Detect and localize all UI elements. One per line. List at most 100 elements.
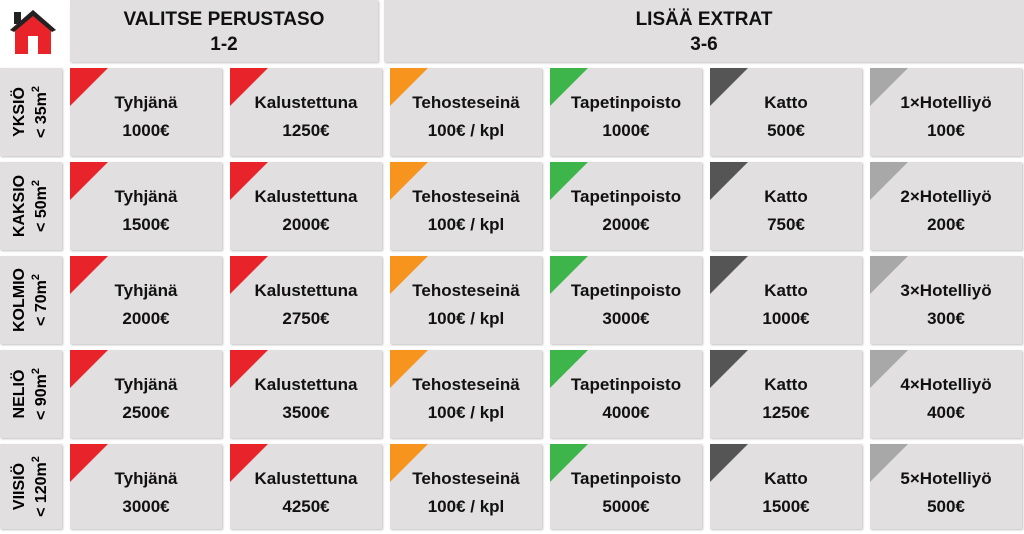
item-price: 5000€	[602, 497, 650, 516]
item-name: 5×Hotelliyö	[900, 469, 992, 488]
item-price: 100€	[927, 121, 965, 140]
item-name: Tyhjänä	[114, 375, 178, 394]
price-cell: Katto 750€	[710, 162, 862, 250]
row-label-svg: KOLMIO < 70m2	[11, 268, 50, 332]
row-label: NELIÖ < 90m2	[0, 350, 62, 438]
item-price: 500€	[927, 497, 965, 516]
price-cell: Tehosteseinä 100€ / kpl	[390, 350, 542, 438]
item-name: Katto	[764, 469, 808, 488]
item-name: Tehosteseinä	[412, 93, 520, 112]
size-sup: 2	[30, 180, 42, 186]
group-title: VALITSE PERUSTASO	[123, 9, 325, 30]
size: < 120m	[33, 462, 50, 517]
price-cell: Tyhjänä 3000€	[70, 444, 222, 529]
price-cell: 4×Hotelliyö 400€	[870, 350, 1022, 438]
price-cell: Tapetinpoisto 5000€	[550, 444, 702, 529]
size-sup: 2	[30, 274, 42, 280]
item-price: 3000€	[122, 497, 170, 516]
price-cell: 3×Hotelliyö 300€	[870, 256, 1022, 344]
row-name: KOLMIO	[11, 268, 28, 332]
item-name: Tapetinpoisto	[570, 187, 682, 206]
item-name: Tyhjänä	[114, 281, 178, 300]
item-price: 100€ / kpl	[427, 497, 505, 516]
item-price: 100€ / kpl	[427, 121, 505, 140]
row-label: VIISIÖ < 120m2	[0, 444, 62, 529]
price-cell: Tapetinpoisto 3000€	[550, 256, 702, 344]
item-price: 100€ / kpl	[427, 403, 505, 422]
price-cell: Tyhjänä 1000€	[70, 68, 222, 156]
row-size: < 50m2	[30, 180, 50, 232]
price-cell: Tehosteseinä 100€ / kpl	[390, 444, 542, 529]
item-price: 1000€	[762, 309, 810, 328]
row-label-svg: NELIÖ < 90m2	[9, 368, 50, 420]
price-cell: Tapetinpoisto 2000€	[550, 162, 702, 250]
item-price: 3500€	[282, 403, 330, 422]
row-label: YKSIÖ < 35m2	[0, 68, 62, 156]
row-size: < 70m2	[30, 274, 50, 326]
price-cell: Tyhjänä 2000€	[70, 256, 222, 344]
item-name: Tapetinpoisto	[570, 281, 682, 300]
item-price: 1000€	[602, 121, 650, 140]
price-cell: Kalustettuna 4250€	[230, 444, 382, 529]
size-sup: 2	[30, 86, 42, 92]
group-header: VALITSE PERUSTASO 1-2	[70, 0, 378, 62]
item-name: Tyhjänä	[114, 187, 178, 206]
item-name: Tapetinpoisto	[570, 93, 682, 112]
price-cell: Katto 1500€	[710, 444, 862, 529]
item-price: 750€	[767, 215, 805, 234]
item-name: Katto	[764, 93, 808, 112]
price-cell: Katto 1250€	[710, 350, 862, 438]
group-title: LISÄÄ EXTRAT	[635, 9, 773, 30]
price-cell: 5×Hotelliyö 500€	[870, 444, 1022, 529]
item-price: 100€ / kpl	[427, 309, 505, 328]
item-name: 3×Hotelliyö	[900, 281, 992, 300]
row-name: NELIÖ	[9, 370, 28, 419]
price-cell: Kalustettuna 2750€	[230, 256, 382, 344]
price-cell: 2×Hotelliyö 200€	[870, 162, 1022, 250]
price-cell: Tyhjänä 2500€	[70, 350, 222, 438]
item-name: 4×Hotelliyö	[900, 375, 992, 394]
price-cell: Kalustettuna 3500€	[230, 350, 382, 438]
item-price: 1500€	[762, 497, 810, 516]
group-header: LISÄÄ EXTRAT 3-6	[384, 0, 1024, 62]
item-name: 2×Hotelliyö	[900, 187, 992, 206]
item-price: 200€	[927, 215, 965, 234]
size-sup: 2	[30, 456, 42, 462]
item-price: 2000€	[282, 215, 330, 234]
row-name: KAKSIO	[11, 175, 28, 237]
price-cell: Tapetinpoisto 1000€	[550, 68, 702, 156]
item-price: 3000€	[602, 309, 650, 328]
item-price: 1500€	[122, 215, 170, 234]
price-cell: Tehosteseinä 100€ / kpl	[390, 68, 542, 156]
item-price: 400€	[927, 403, 965, 422]
item-price: 300€	[927, 309, 965, 328]
price-cell: Kalustettuna 1250€	[230, 68, 382, 156]
item-price: 4250€	[282, 497, 330, 516]
size: < 50m	[33, 186, 50, 232]
item-price: 100€ / kpl	[427, 215, 505, 234]
row-label: KOLMIO < 70m2	[0, 256, 62, 344]
item-name: Tapetinpoisto	[570, 375, 682, 394]
price-cell: Tehosteseinä 100€ / kpl	[390, 162, 542, 250]
item-price: 2750€	[282, 309, 330, 328]
price-cell: Katto 500€	[710, 68, 862, 156]
item-name: Kalustettuna	[254, 469, 358, 488]
item-name: Kalustettuna	[254, 281, 358, 300]
group-range: 1-2	[210, 34, 238, 55]
item-price: 1250€	[762, 403, 810, 422]
item-price: 2000€	[602, 215, 650, 234]
row-size: < 35m2	[30, 86, 50, 138]
row-name: YKSIÖ	[9, 87, 28, 137]
item-price: 1250€	[282, 121, 330, 140]
item-name: Katto	[764, 187, 808, 206]
item-price: 500€	[767, 121, 805, 140]
item-name: Kalustettuna	[254, 375, 358, 394]
size: < 35m	[33, 92, 50, 138]
item-name: Tyhjänä	[114, 469, 178, 488]
item-price: 2000€	[122, 309, 170, 328]
row-label-svg: VIISIÖ < 120m2	[9, 456, 50, 517]
item-name: Tyhjänä	[114, 93, 178, 112]
item-name: Kalustettuna	[254, 187, 358, 206]
row-name: VIISIÖ	[9, 463, 28, 510]
